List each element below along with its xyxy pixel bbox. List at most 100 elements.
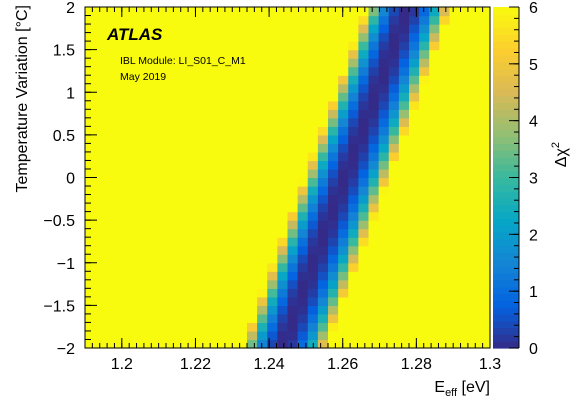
- heatmap-cell: [85, 211, 96, 221]
- heatmap-cell: [267, 288, 278, 298]
- heatmap-cell: [267, 313, 278, 324]
- heatmap-cell: [166, 220, 177, 230]
- heatmap-cell: [267, 126, 278, 136]
- heatmap-cell: [236, 92, 248, 102]
- heatmap-cell: [479, 279, 491, 289]
- heatmap-cell: [105, 245, 116, 255]
- heatmap-cell: [388, 24, 400, 34]
- heatmap-cell: [196, 92, 208, 102]
- heatmap-cell: [115, 109, 127, 119]
- heatmap-cell: [287, 228, 299, 238]
- heatmap-cell: [115, 117, 127, 127]
- heatmap-cell: [429, 305, 440, 315]
- heatmap-cell: [166, 92, 177, 102]
- heatmap-cell: [449, 237, 461, 247]
- heatmap-cell: [267, 15, 278, 25]
- heatmap-cell: [439, 339, 451, 349]
- heatmap-cell: [267, 203, 278, 213]
- heatmap-cell: [348, 32, 359, 42]
- heatmap-cell: [449, 126, 461, 136]
- heatmap-cell: [196, 330, 208, 341]
- heatmap-cell: [226, 117, 238, 127]
- heatmap-cell: [297, 288, 309, 298]
- heatmap-cell: [166, 237, 177, 247]
- heatmap-cell: [135, 143, 147, 153]
- heatmap-cell: [267, 7, 278, 17]
- heatmap-cell: [105, 49, 116, 59]
- heatmap-cell: [115, 228, 127, 238]
- heatmap-cell: [317, 168, 329, 179]
- heatmap-cell: [105, 339, 116, 349]
- colorbar-segment: [493, 300, 519, 308]
- heatmap-cell: [257, 186, 268, 196]
- heatmap-cell: [368, 305, 380, 315]
- heatmap-cell: [307, 271, 319, 281]
- heatmap-cell: [186, 339, 197, 349]
- heatmap-cell: [368, 339, 380, 349]
- heatmap-cell: [338, 24, 349, 34]
- heatmap-cell: [469, 32, 481, 42]
- colorbar-segment: [493, 279, 519, 288]
- heatmap-cell: [479, 24, 491, 34]
- heatmap-cell: [226, 296, 238, 306]
- heatmap-cell: [95, 58, 106, 68]
- heatmap-cell: [317, 322, 329, 332]
- heatmap-cell: [236, 228, 248, 238]
- heatmap-cell: [429, 24, 440, 34]
- heatmap-cell: [409, 271, 420, 281]
- heatmap-cell: [145, 177, 157, 187]
- heatmap-cell: [105, 177, 116, 187]
- colorbar-tick-label: 0: [529, 341, 538, 358]
- heatmap-cell: [267, 296, 278, 306]
- heatmap-cell: [95, 168, 106, 179]
- heatmap-cell: [236, 109, 248, 119]
- heatmap-cell: [307, 134, 319, 144]
- heatmap-cell: [206, 339, 218, 349]
- heatmap-cell: [388, 228, 400, 238]
- heatmap-cell: [186, 109, 197, 119]
- x-axis-title-main: E: [434, 379, 445, 396]
- heatmap-cell: [166, 254, 177, 264]
- heatmap-cell: [479, 49, 491, 59]
- heatmap-cell: [368, 15, 380, 25]
- heatmap-cell: [328, 322, 339, 332]
- heatmap-cell: [247, 7, 258, 17]
- heatmap-cell: [368, 220, 380, 230]
- heatmap-cell: [409, 41, 420, 51]
- heatmap-cell: [166, 160, 177, 170]
- heatmap-cell: [135, 41, 147, 51]
- heatmap-cell: [388, 271, 400, 281]
- heatmap-cell: [247, 254, 258, 264]
- heatmap-cell: [429, 66, 440, 76]
- heatmap-cell: [206, 32, 218, 42]
- heatmap-cell: [368, 126, 380, 136]
- x-tick-label: 1.2: [111, 356, 133, 373]
- heatmap-cell: [297, 228, 309, 238]
- heatmap-cell: [105, 262, 116, 272]
- heatmap-cell: [95, 237, 106, 247]
- heatmap-cell: [328, 305, 339, 315]
- heatmap-cell: [115, 143, 127, 153]
- heatmap-cell: [247, 271, 258, 281]
- heatmap-cell: [328, 143, 339, 153]
- heatmap-cell: [95, 271, 106, 281]
- heatmap-cell: [398, 339, 410, 349]
- heatmap-cell: [348, 92, 359, 102]
- heatmap-cell: [307, 41, 319, 51]
- heatmap-cell: [287, 7, 299, 17]
- colorbar-segment: [493, 88, 519, 97]
- heatmap-cell: [135, 322, 147, 332]
- heatmap-cell: [439, 322, 451, 332]
- heatmap-cell: [226, 237, 238, 247]
- heatmap-cell: [398, 262, 410, 272]
- heatmap-cell: [358, 228, 370, 238]
- heatmap-cell: [257, 296, 268, 306]
- colorbar-segment: [493, 341, 519, 349]
- heatmap-cell: [257, 203, 268, 213]
- heatmap-cell: [297, 58, 309, 68]
- heatmap-cell: [368, 109, 380, 119]
- heatmap-cell: [429, 134, 440, 144]
- heatmap-cell: [388, 211, 400, 221]
- heatmap-cell: [135, 109, 147, 119]
- heatmap-cell: [328, 24, 339, 34]
